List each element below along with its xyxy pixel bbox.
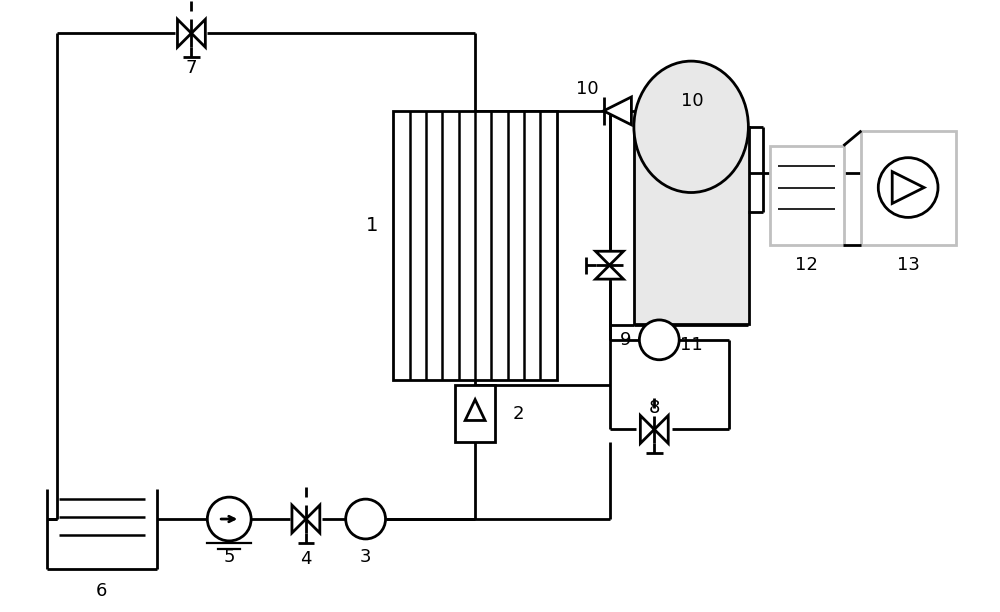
Circle shape — [207, 497, 251, 541]
Text: 6: 6 — [96, 581, 108, 600]
Text: 9: 9 — [620, 331, 631, 349]
Circle shape — [346, 499, 386, 539]
Text: 5: 5 — [223, 548, 235, 566]
Polygon shape — [177, 20, 191, 47]
Text: 1: 1 — [365, 216, 378, 235]
Text: 2: 2 — [513, 405, 524, 422]
Bar — [455, 384, 495, 442]
Text: 10: 10 — [576, 80, 599, 98]
Ellipse shape — [634, 61, 748, 193]
Text: 8: 8 — [649, 398, 660, 417]
Polygon shape — [191, 20, 205, 47]
Text: 4: 4 — [300, 550, 312, 568]
Circle shape — [639, 320, 679, 360]
Polygon shape — [596, 252, 623, 265]
Circle shape — [878, 158, 938, 217]
Bar — [393, 111, 557, 379]
Polygon shape — [306, 505, 320, 533]
Polygon shape — [604, 97, 631, 125]
Text: 12: 12 — [795, 256, 818, 274]
Bar — [770, 146, 844, 245]
Polygon shape — [465, 400, 485, 420]
Polygon shape — [292, 505, 306, 533]
Text: 13: 13 — [897, 256, 920, 274]
Text: 3: 3 — [360, 548, 371, 566]
Polygon shape — [654, 416, 668, 443]
Text: 7: 7 — [186, 59, 197, 77]
Text: 11: 11 — [680, 336, 703, 354]
Text: 10: 10 — [681, 92, 704, 110]
Polygon shape — [640, 416, 654, 443]
Polygon shape — [596, 265, 623, 279]
Bar — [634, 127, 749, 324]
Polygon shape — [892, 171, 924, 203]
Bar — [861, 131, 956, 245]
